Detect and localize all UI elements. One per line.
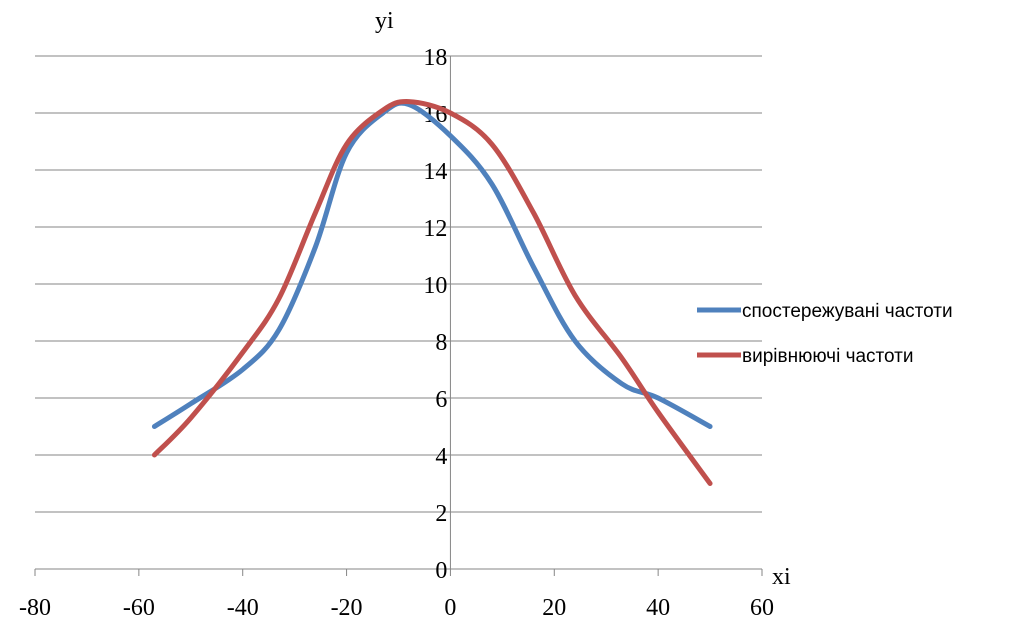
series-lines: [151, 99, 713, 486]
x-tick-label: 20: [542, 595, 566, 621]
y-tick-label: 4: [435, 444, 447, 470]
x-tick-label: 0: [444, 595, 456, 621]
y-tick-label: 2: [435, 501, 447, 527]
x-tick-label: -20: [331, 595, 363, 621]
y-tick-label: 6: [435, 387, 447, 413]
x-axis-title: xi: [772, 564, 791, 590]
y-tick-label: 0: [435, 558, 447, 584]
y-tick-label: 12: [423, 216, 447, 242]
series-line-1: [151, 100, 713, 429]
legend-label: вирівнюючі частоти: [742, 346, 913, 367]
gridlines: [35, 55, 762, 513]
y-tick-label: 14: [423, 159, 447, 185]
y-tick-label: 10: [423, 273, 447, 299]
x-tick-label: -80: [19, 595, 51, 621]
y-tick-label: 8: [435, 330, 447, 356]
x-tick-label: -60: [123, 595, 155, 621]
y-axis-title: yi: [375, 8, 394, 34]
x-tick-label: -40: [227, 595, 259, 621]
x-axis-ticks: -80 -60 -40 -20 0 20 40 60: [19, 569, 774, 621]
x-tick-label: 60: [750, 595, 774, 621]
series-line-2: [151, 99, 713, 486]
legend-label: спостережувані частоти: [742, 301, 953, 322]
legend: спостережувані частоти вирівнюючі частоти: [697, 301, 953, 367]
y-tick-label: 18: [423, 45, 447, 71]
x-tick-label: 40: [646, 595, 670, 621]
